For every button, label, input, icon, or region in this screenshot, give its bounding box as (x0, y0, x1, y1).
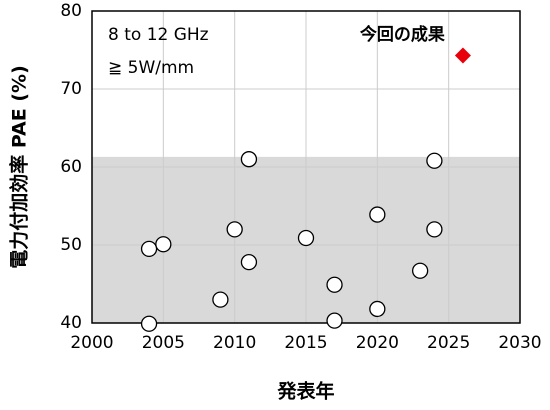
marker (454, 47, 471, 64)
y-tick-label: 40 (60, 313, 82, 333)
x-axis-label: 発表年 (276, 380, 334, 403)
y-axis-label: 電力付加効率 PAE (%) (8, 65, 31, 269)
y-tick-label: 50 (60, 235, 82, 255)
marker (240, 254, 258, 271)
annotation: 8 to 12 GHz (108, 25, 209, 45)
marker (326, 312, 343, 329)
x-tick-label: 2005 (142, 333, 185, 353)
marker (426, 221, 443, 238)
series-label: 今回の成果 (360, 24, 445, 45)
marker (297, 229, 315, 247)
x-tick-label: 2030 (498, 333, 541, 353)
marker (226, 221, 243, 238)
annotation: ≧ 5W/mm (108, 58, 194, 78)
y-tick-label: 70 (60, 79, 82, 99)
marker (369, 300, 386, 318)
y-tick-label: 60 (60, 157, 82, 177)
plot-frame (91, 10, 521, 324)
x-tick-label: 2020 (356, 333, 399, 353)
marker (426, 152, 443, 169)
marker (411, 262, 429, 279)
x-tick-label: 2010 (213, 333, 256, 353)
marker (140, 315, 158, 332)
marker (240, 151, 258, 168)
marker (140, 240, 158, 258)
marker (155, 236, 172, 253)
x-tick-label: 2000 (70, 333, 113, 353)
x-tick-label: 2015 (284, 333, 327, 353)
x-tick-label: 2025 (427, 333, 470, 353)
marker (212, 291, 229, 308)
y-tick-label: 80 (60, 1, 82, 21)
marker (326, 276, 343, 293)
marker (369, 206, 386, 223)
